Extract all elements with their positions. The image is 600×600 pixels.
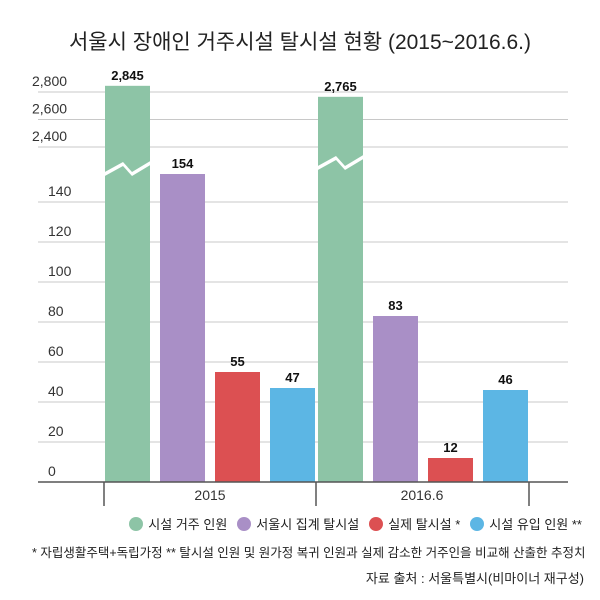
bar-1-1 bbox=[373, 316, 418, 482]
axis-break-icon bbox=[316, 154, 365, 171]
y-tick-label: 60 bbox=[48, 343, 64, 359]
legend: 시설 거주 인원 서울시 집계 탈시설 실제 탈시설 * 시설 유입 인원 ** bbox=[129, 514, 582, 533]
legend-item: 시설 유입 인원 ** bbox=[470, 514, 582, 533]
y-tick-label: 0 bbox=[48, 463, 56, 479]
legend-swatch bbox=[129, 516, 144, 531]
y-tick-label: 140 bbox=[48, 183, 72, 199]
data-label: 2,845 bbox=[111, 68, 144, 83]
x-tick-label: 2015 bbox=[194, 487, 225, 503]
x-tick-label: 2016.6 bbox=[401, 487, 444, 503]
bar-3-1 bbox=[483, 390, 528, 482]
y-tick-label: 20 bbox=[48, 423, 64, 439]
chart-title: 서울시 장애인 거주시설 탈시설 현황 (2015~2016.6.) bbox=[68, 31, 531, 54]
bar-1-0 bbox=[160, 174, 205, 482]
bar-3-0 bbox=[270, 388, 315, 482]
data-label: 46 bbox=[498, 372, 512, 387]
source-note: 자료 출처 : 서울특별시(비마이너 재구성) bbox=[365, 571, 584, 586]
y-tick-label: 120 bbox=[48, 223, 72, 239]
legend-item: 시설 거주 인원 bbox=[129, 514, 227, 533]
legend-swatch bbox=[369, 516, 384, 531]
data-label: 47 bbox=[285, 370, 299, 385]
axis-break-icon bbox=[103, 160, 152, 177]
data-label: 55 bbox=[230, 354, 244, 369]
footnote: * 자립생활주택+독립가정 ** 탈시설 인원 및 원가정 복귀 인원과 실제 … bbox=[32, 546, 586, 560]
data-label: 83 bbox=[388, 298, 402, 313]
data-label: 12 bbox=[443, 440, 457, 455]
legend-label: 실제 탈시설 * bbox=[388, 517, 461, 532]
legend-item: 실제 탈시설 * bbox=[369, 514, 460, 533]
legend-swatch bbox=[470, 516, 485, 531]
bar-0-0 bbox=[105, 85, 150, 482]
legend-item: 서울시 집계 탈시설 bbox=[237, 514, 359, 533]
legend-swatch bbox=[237, 516, 252, 531]
data-label: 2,765 bbox=[324, 79, 357, 94]
legend-label: 시설 유입 인원 ** bbox=[489, 517, 582, 532]
legend-label: 시설 거주 인원 bbox=[148, 517, 228, 532]
bar-2-1 bbox=[428, 458, 473, 482]
data-label: 154 bbox=[172, 156, 194, 171]
legend-label: 서울시 집계 탈시설 bbox=[256, 517, 360, 532]
y-tick-label: 40 bbox=[48, 383, 64, 399]
y-tick-label: 100 bbox=[48, 263, 72, 279]
bar-2-0 bbox=[215, 372, 260, 482]
y-tick-label: 2,600 bbox=[32, 101, 67, 117]
y-tick-label: 80 bbox=[48, 303, 64, 319]
y-tick-label: 2,800 bbox=[32, 73, 67, 89]
y-tick-label: 2,400 bbox=[32, 128, 67, 144]
bar-0-1 bbox=[318, 96, 363, 482]
